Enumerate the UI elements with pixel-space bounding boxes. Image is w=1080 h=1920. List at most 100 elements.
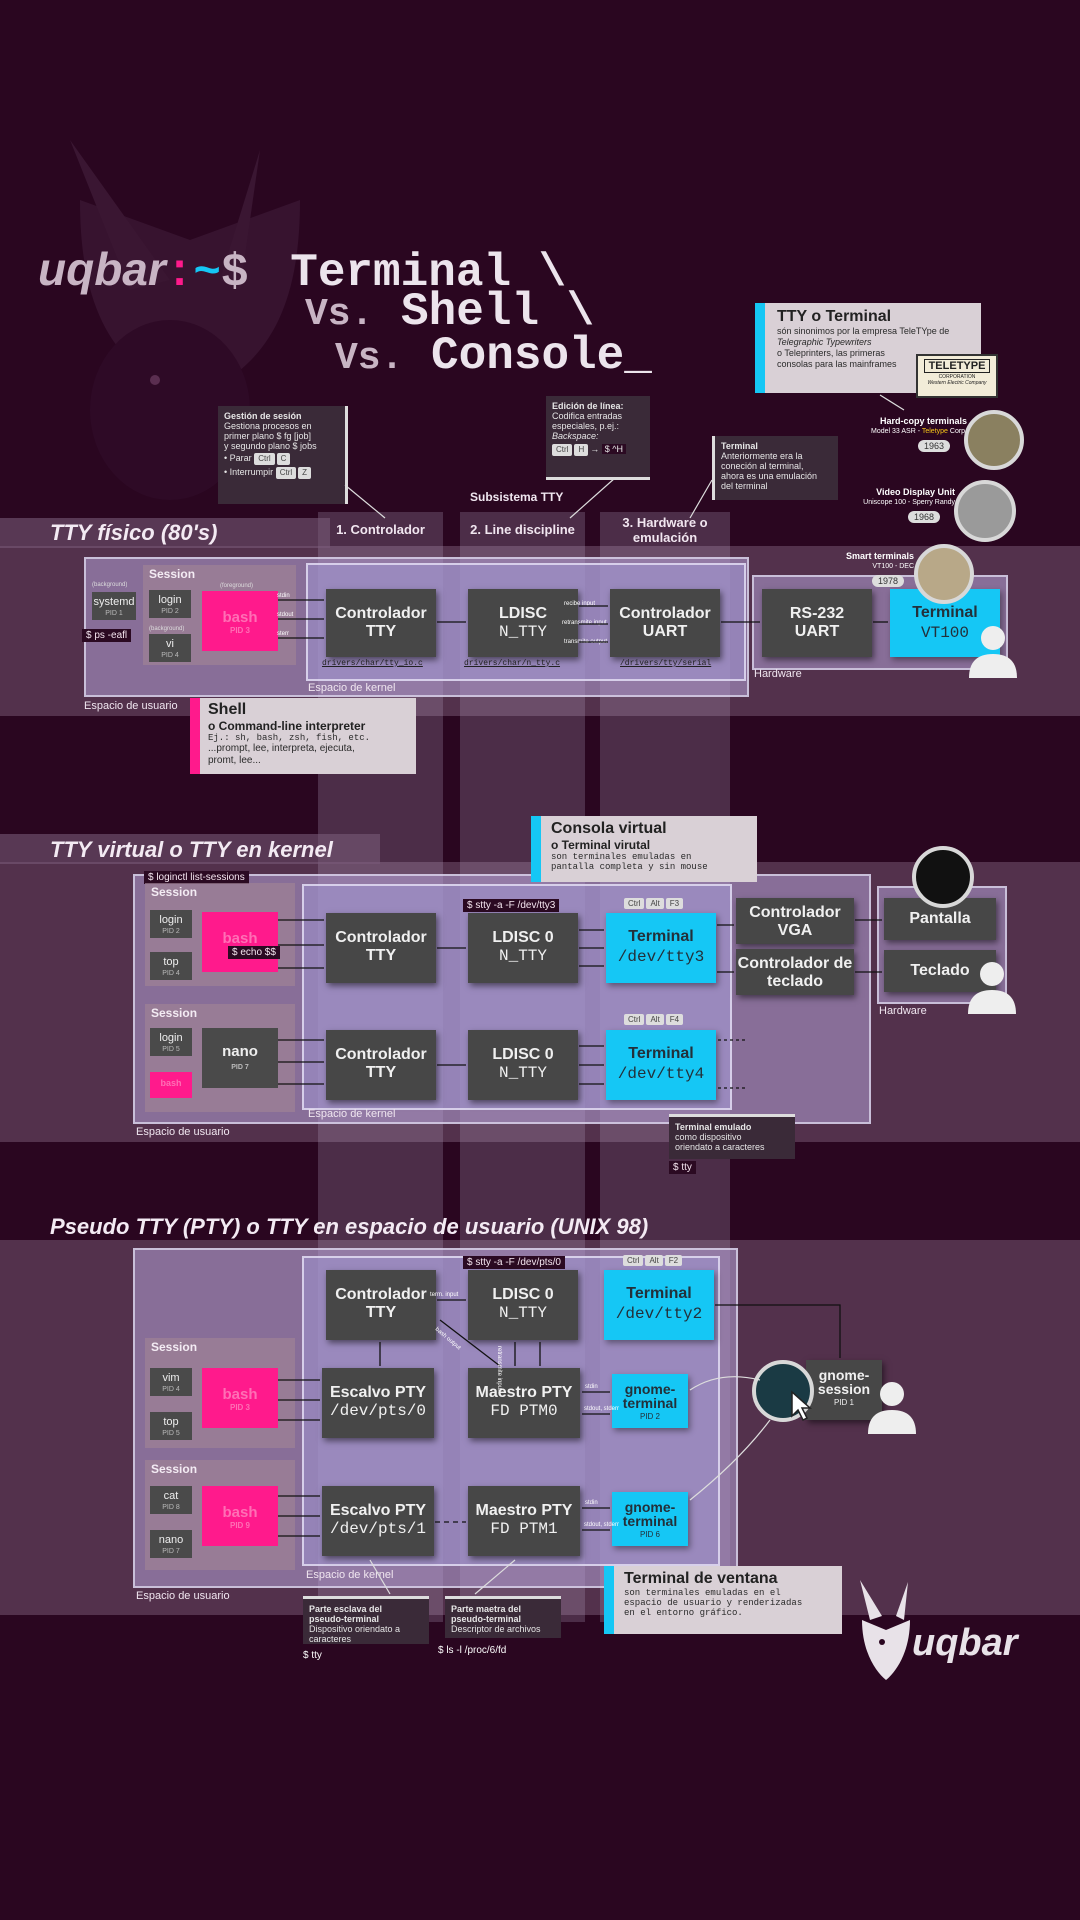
tty-note-title: TTY o Terminal: [777, 308, 892, 325]
ctrl-alt-f3-keys: Ctrl Alt F3: [624, 893, 685, 911]
vc-note-accent: [531, 816, 541, 882]
terminal-tty2[interactable]: Terminal/dev/tty2: [604, 1270, 714, 1340]
teclado-box: Teclado: [884, 950, 996, 992]
tty-controller-virtual-1: Controlador TTY: [326, 913, 436, 983]
pty-stdin-label-2: stdin: [585, 1500, 598, 1506]
top-pid-2: PID 5: [162, 1430, 180, 1437]
teletype-name: TELETYPE: [924, 359, 990, 373]
tty-note-l3: o Teleprinters, las primeras: [777, 348, 885, 358]
tty-note-l2: Telegraphic Typewriters: [777, 337, 872, 347]
vc-note-l1: son terminales emuladas en: [551, 852, 692, 862]
session-mgmt-l1: Gestiona procesos en: [224, 421, 312, 431]
gnome-terminal-2-label: gnome-: [624, 1499, 676, 1515]
ldisc0-pty: LDISC 0 N_TTY: [468, 1270, 578, 1340]
interrupt-label: • Interrumpir: [224, 467, 274, 477]
top-label-2: top: [163, 1416, 179, 1428]
slave-note-title2: pseudo-terminal: [309, 1614, 380, 1624]
hw-vdu-year: 1968: [908, 511, 941, 523]
virtual-kernel-space-label: Espacio de kernel: [308, 1108, 396, 1120]
gnome-session-pid: PID 1: [833, 1398, 854, 1407]
slave-pty-1-sub: /dev/pts/1: [329, 1520, 426, 1538]
shell-note-title: Shell: [208, 701, 247, 718]
emulated-terminal-l1: como dispositivo: [675, 1132, 742, 1142]
session-label: Session: [149, 567, 196, 581]
terminal-note-l4: del terminal: [721, 481, 768, 491]
login-pid-2: PID 2: [162, 928, 180, 935]
alt-key: Alt: [646, 898, 664, 909]
cursor-icon: [791, 1390, 812, 1422]
gnome-terminal-1[interactable]: gnome-terminal PID 2: [612, 1374, 688, 1428]
path-n-tty: drivers/char/n_tty.c: [464, 659, 561, 668]
rs232-uart: RS-232 UART: [762, 589, 872, 657]
master-pty-1-sub: FD PTM1: [490, 1520, 558, 1538]
nano-process-2: nano PID 7: [150, 1530, 192, 1558]
slave-note-l1: Dispositivo oriendato a: [309, 1624, 401, 1634]
bash-process-physical: bash PID 3: [202, 591, 278, 651]
bash-process-virtual-2: bash: [150, 1072, 192, 1098]
gnome-terminal-2[interactable]: gnome-terminal PID 6: [612, 1492, 688, 1546]
nano-label-2: nano: [158, 1534, 184, 1546]
user-icon-3: [868, 1382, 916, 1434]
uart-controller-sub: UART: [642, 623, 688, 640]
ldisc0-v2-label: LDISC 0: [492, 1046, 554, 1063]
rabbit-watermark-icon: [70, 140, 300, 500]
vt100-terminal: Terminal VT100: [890, 589, 1000, 657]
slave-note-title: Parte esclava del: [309, 1604, 383, 1614]
pty-kernel-space-label: Espacio de kernel: [306, 1569, 394, 1581]
vga-label: Controlador: [749, 904, 841, 921]
window-note-l3: en el entorno gráfico.: [624, 1608, 743, 1618]
section-physical-bg: [0, 518, 330, 548]
session-label-3: Session: [151, 1006, 198, 1020]
keyboard-controller: Controlador de teclado: [736, 949, 854, 995]
hardcopy-terminal-icon: [964, 410, 1024, 470]
bash-pid: PID 3: [229, 626, 250, 635]
systemd-bg-tag: (background): [92, 582, 128, 588]
gnome-terminal-1-label: gnome-: [624, 1381, 676, 1397]
pty-stdout-label-2: stdout, stderr: [584, 1522, 620, 1528]
nano-process: nano PID 7: [202, 1028, 278, 1088]
master-note-l1: Descriptor de archivos: [451, 1624, 541, 1634]
terminal-tty4[interactable]: Terminal/dev/tty4: [606, 1030, 716, 1100]
session-label-2: Session: [151, 885, 198, 899]
master-pty-0-sub: FD PTM0: [490, 1402, 558, 1420]
column-hardware-header: 3. Hardware o emulación: [622, 515, 708, 545]
slave-pty-0: Escalvo PTY/dev/pts/0: [322, 1368, 434, 1438]
ldisc0-v2-sub: N_TTY: [498, 1064, 547, 1082]
teletype-sub: CORPORATION: [938, 374, 976, 380]
window-note-l2: espacio de usuario y renderizadas: [624, 1598, 803, 1608]
terminal-tty3[interactable]: Terminal/dev/tty3: [606, 913, 716, 983]
terminal-tty2-label: Terminal: [626, 1285, 692, 1302]
h-key: H: [574, 444, 589, 456]
slave-pty-1: Escalvo PTY/dev/pts/1: [322, 1486, 434, 1556]
shell-note-sub: o Command-line interpreter: [208, 719, 366, 733]
hw-smart-year: 1978: [872, 575, 905, 587]
f2-key: F2: [664, 1255, 683, 1266]
tty-controller-physical: Controlador TTY: [326, 589, 436, 657]
user-icon-2: [968, 962, 1016, 1014]
hw-vdu-sub: Uniscope 100 - Sperry Randy: [863, 499, 955, 506]
session-mgmt-title: Gestión de sesión: [224, 411, 302, 421]
title-tilde: ~: [193, 247, 221, 299]
terminal-note-l1: Anteriormente era la: [721, 451, 803, 461]
c-key: C: [276, 453, 291, 465]
section-virtual-title: TTY virtual o TTY en kernel: [50, 837, 333, 862]
column-controller-header: 1. Controlador: [336, 522, 425, 537]
title-dollar: $: [221, 247, 249, 299]
ls-command: $ ls -l /proc/6/fd: [438, 1645, 507, 1656]
terminal-note-l2: coneción al terminal,: [721, 461, 804, 471]
ldisc-ntty: N_TTY: [498, 623, 547, 641]
vt100-sub: VT100: [920, 624, 969, 642]
ctrl-key-2: Ctrl: [275, 467, 297, 479]
vga-controller: Controlador VGA: [736, 898, 854, 944]
shell-note-l2: promt, lee...: [208, 755, 261, 766]
gnome-session: gnome-session PID 1: [806, 1360, 882, 1420]
gnome-session-label2: session: [817, 1381, 871, 1397]
vc-note-sub: o Terminal virutal: [551, 838, 651, 852]
bash-pid-5: PID 9: [229, 1521, 250, 1530]
f3-key: F3: [665, 898, 684, 909]
tty-controller-sub: TTY: [365, 623, 397, 640]
emulated-terminal-note: Terminal emulado como dispositivo oriend…: [669, 1114, 795, 1159]
login-process: login PID 2: [149, 590, 191, 618]
gnome-terminal-2-label2: terminal: [622, 1513, 678, 1529]
